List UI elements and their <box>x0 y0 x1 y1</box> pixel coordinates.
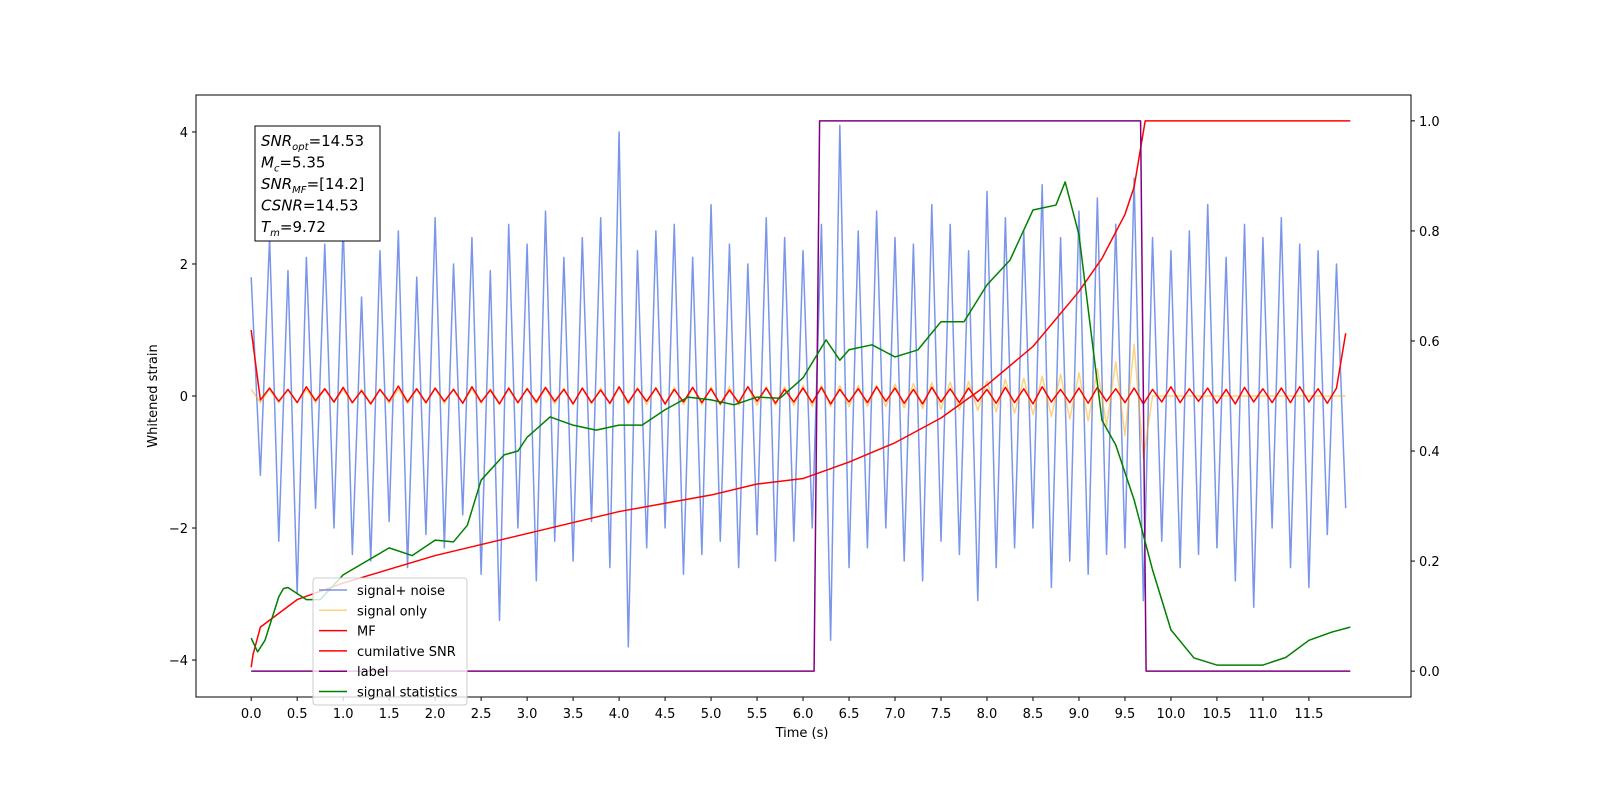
y-tick-label: 0 <box>180 390 188 405</box>
x-tick-label: 8.5 <box>1023 707 1044 722</box>
stats-symbol: SNR <box>261 175 292 193</box>
stats-subscript: c <box>274 164 280 175</box>
stats-value: =14.53 <box>303 197 359 215</box>
y-tick-label: −2 <box>169 522 188 537</box>
stats-value: =5.35 <box>279 154 325 172</box>
y-axis-label: Whitened strain <box>146 344 161 447</box>
stats-symbol: M <box>261 154 274 172</box>
stats-value: =14.53 <box>309 132 365 150</box>
y-tick-label: 4 <box>180 126 188 141</box>
x-tick-label: 4.5 <box>655 707 676 722</box>
x-tick-label: 10.5 <box>1202 707 1231 722</box>
x-tick-label: 0.5 <box>287 707 308 722</box>
stats-symbol: T <box>261 218 272 236</box>
stats-line: Mc=5.35 <box>261 154 325 175</box>
x-tick-label: 1.5 <box>379 707 400 722</box>
x-tick-label: 1.0 <box>333 707 354 722</box>
stats-line: SNRopt=14.53 <box>261 132 364 153</box>
x-tick-label: 10.0 <box>1156 707 1185 722</box>
series-line <box>250 181 1351 666</box>
stats-line: SNRMF=[14.2] <box>261 175 364 196</box>
x-tick-label: 5.0 <box>701 707 722 722</box>
legend-label: cumilative SNR <box>357 645 456 660</box>
stats-subscript: opt <box>292 142 309 153</box>
overlay: 0.0 0.5 1.0 1.5 2.0 2.5 3.0 3.5 4.0 4.5 5.0 5.5 6.0 6… <box>169 115 1440 722</box>
stats-symbol: CSNR <box>261 197 303 215</box>
legend-label: signal+ noise <box>357 584 445 599</box>
x-tick-label: 3.5 <box>563 707 584 722</box>
x-tick-label: 2.0 <box>425 707 446 722</box>
x-tick-label: 5.5 <box>747 707 768 722</box>
x-tick-label: 0.0 <box>241 707 262 722</box>
y2-tick-label: 0.0 <box>1419 665 1440 680</box>
y2-tick-label: 0.8 <box>1419 225 1440 240</box>
x-tick-label: 9.5 <box>1115 707 1136 722</box>
x-tick-label: 9.0 <box>1069 707 1090 722</box>
x-tick-label: 11.5 <box>1294 707 1323 722</box>
legend-label: signal only <box>357 604 427 619</box>
x-tick-label: 2.5 <box>471 707 492 722</box>
stats-line: CSNR=14.53 <box>261 197 358 215</box>
x-tick-label: 8.0 <box>977 707 998 722</box>
y-tick-label: −4 <box>169 654 188 669</box>
y2-tick-label: 1.0 <box>1419 115 1440 130</box>
stats-subscript: m <box>270 228 280 239</box>
y2-tick-label: 0.6 <box>1419 335 1440 350</box>
x-tick-label: 3.0 <box>517 707 538 722</box>
legend-label: label <box>357 665 388 680</box>
y2-tick-label: 0.2 <box>1419 555 1440 570</box>
x-tick-label: 11.0 <box>1248 707 1277 722</box>
x-tick-label: 7.0 <box>885 707 906 722</box>
y-tick-label: 2 <box>180 258 188 273</box>
x-tick-label: 6.5 <box>839 707 860 722</box>
legend-box <box>312 577 468 706</box>
x-axis-label: Time (s) <box>775 726 829 741</box>
stats-value: =9.72 <box>280 218 326 236</box>
stats-symbol: SNR <box>261 132 292 150</box>
x-tick-label: 7.5 <box>931 707 952 722</box>
x-tick-label: 6.0 <box>793 707 814 722</box>
stats-box <box>254 125 381 242</box>
series-line <box>251 120 1351 672</box>
legend-label: signal statistics <box>357 686 458 701</box>
stats-subscript: MF <box>292 185 307 196</box>
y2-tick-label: 0.4 <box>1419 445 1440 460</box>
x-tick-label: 4.0 <box>609 707 630 722</box>
stats-value: =[14.2] <box>307 175 365 193</box>
stats-line: Tm=9.72 <box>261 218 326 239</box>
series-line <box>250 329 1347 405</box>
legend-label: MF <box>357 625 376 640</box>
